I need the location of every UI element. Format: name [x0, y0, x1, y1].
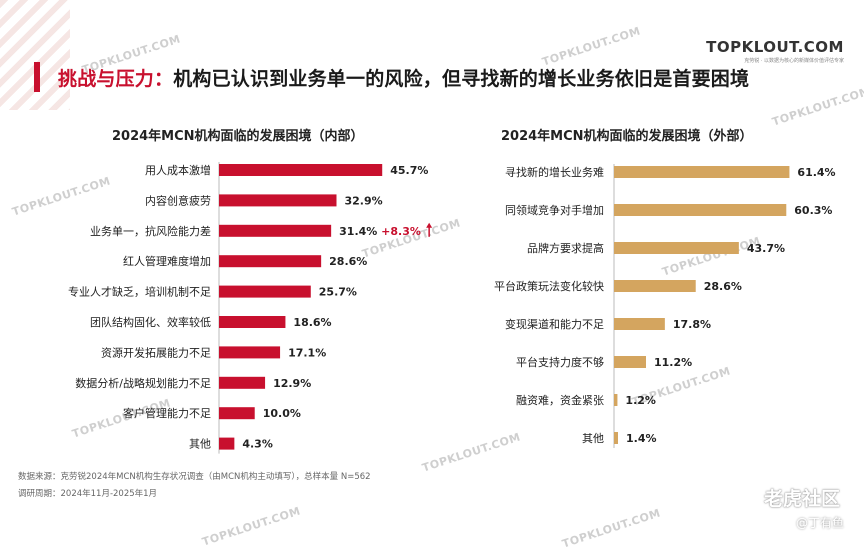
category-label: 其他 [582, 432, 604, 445]
category-label: 数据分析/战略规划能力不足 [75, 376, 211, 390]
bar [614, 280, 696, 292]
bar [219, 346, 281, 359]
forum-watermark-logo: 老虎社区 [763, 488, 840, 510]
value-label: 12.9% [273, 377, 311, 390]
chart-title-internal: 2024年MCN机构面临的发展困境（内部） [112, 129, 364, 144]
category-label: 业务单一，抗风险能力差 [90, 224, 211, 238]
bar [219, 285, 311, 298]
category-label: 内容创意疲劳 [145, 193, 211, 207]
bar [614, 204, 787, 216]
value-label: 31.4% [339, 225, 377, 238]
value-label: 11.2% [654, 356, 692, 369]
value-label: 17.1% [288, 346, 326, 359]
value-label: 60.3% [794, 204, 832, 217]
bar [614, 166, 790, 178]
page-title: 挑战与压力：机构已认识到业务单一的风险，但寻找新的增长业务依旧是首要困境 [58, 64, 749, 91]
page-title-main: 机构已认识到业务单一的风险，但寻找新的增长业务依旧是首要困境 [173, 68, 750, 90]
value-label: 28.6% [329, 255, 367, 268]
category-label: 变现渠道和能力不足 [505, 317, 604, 331]
logo-text: TOPKLOUT.COM [706, 38, 844, 56]
bar [614, 356, 646, 368]
bar [614, 318, 665, 330]
category-label: 品牌方要求提高 [527, 241, 604, 255]
up-arrow-head-icon [426, 222, 433, 228]
category-label: 融资难，资金紧张 [516, 393, 604, 407]
value-label: 28.6% [704, 280, 742, 293]
bar [219, 255, 322, 268]
category-label: 团队结构固化、效率较低 [90, 315, 211, 329]
bar [219, 224, 332, 237]
bar [614, 432, 618, 444]
bar [614, 242, 739, 254]
value-label: 17.8% [673, 318, 711, 331]
bar [219, 407, 255, 420]
category-label: 红人管理难度增加 [123, 254, 211, 268]
value-label: 25.7% [319, 286, 357, 299]
bar [219, 316, 286, 328]
category-label: 专业人才缺乏，培训机制不足 [68, 285, 211, 299]
category-label: 寻找新的增长业务难 [505, 165, 604, 179]
logo-subtitle: 克劳锐 · 以数据为核心的新媒体价值评估专家 [744, 58, 844, 64]
title-accent-bar [34, 62, 40, 92]
chart-title-external: 2024年MCN机构面临的发展困境（外部） [501, 129, 753, 144]
survey-period-note: 调研周期：2024年11月-2025年1月 [18, 489, 158, 499]
category-label: 客户管理能力不足 [123, 406, 211, 420]
value-label: 61.4% [797, 166, 835, 179]
bar [219, 194, 337, 207]
bar [219, 437, 235, 450]
category-label: 平台政策玩法变化较快 [494, 279, 604, 293]
bar [614, 394, 618, 406]
value-label: 10.0% [263, 407, 301, 420]
change-annotation: +8.3% [381, 225, 421, 238]
category-label: 同领域竞争对手增加 [505, 203, 604, 217]
value-label: 4.3% [242, 438, 273, 451]
value-label: 32.9% [345, 194, 383, 207]
value-label: 43.7% [747, 242, 785, 255]
category-label: 用人成本激增 [145, 163, 211, 177]
category-label: 平台支持力度不够 [516, 355, 604, 369]
category-label: 其他 [189, 438, 211, 451]
value-label: 1.2% [625, 394, 656, 407]
category-label: 资源开发拓展能力不足 [101, 345, 211, 359]
page-title-prefix: 挑战与压力： [58, 68, 174, 90]
value-label: 1.4% [626, 432, 657, 445]
value-label: 18.6% [293, 316, 331, 329]
value-label: 45.7% [390, 164, 428, 177]
bar [219, 164, 383, 176]
forum-author: @丁有鱼 [795, 516, 844, 530]
bar [219, 376, 266, 389]
data-source-note: 数据来源：克劳锐2024年MCN机构生存状况调查（由MCN机构主动填写），总样本… [18, 472, 371, 482]
brand-logo: TOPKLOUT.COM 克劳锐 · 以数据为核心的新媒体价值评估专家 [706, 38, 844, 64]
